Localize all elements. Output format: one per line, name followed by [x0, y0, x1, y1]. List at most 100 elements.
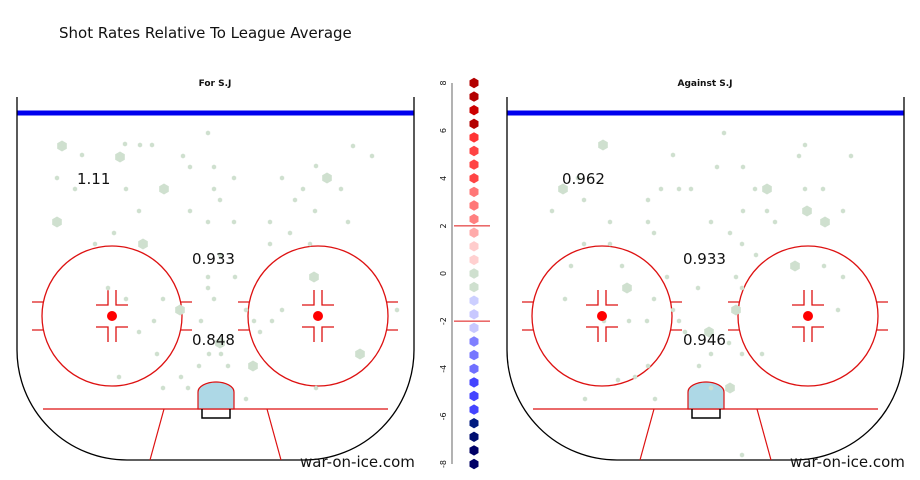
shot-dot [670, 152, 676, 158]
shot-dot [753, 252, 759, 258]
shot-dot [159, 183, 169, 195]
colorbar-tick-label: 0 [439, 271, 448, 276]
colorbar-tick-label: 8 [439, 80, 448, 85]
colorbar-swatch [469, 349, 479, 361]
colorbar-swatch [469, 77, 479, 89]
colorbar-swatch [469, 186, 479, 198]
shot-dot [218, 351, 224, 357]
colorbar-swatch [469, 227, 479, 238]
shot-dot [549, 208, 555, 214]
shot-dot [187, 164, 193, 170]
shot-dot [52, 216, 62, 228]
shot-dot [840, 274, 846, 280]
shot-dot [180, 153, 186, 159]
shot-dot [727, 230, 733, 236]
shot-dot [198, 318, 204, 324]
zone-value-low-slot: 0.946 [683, 331, 726, 349]
shot-dot [369, 153, 375, 159]
shot-dot [205, 285, 211, 291]
shot-dot [568, 263, 574, 269]
colorbar-swatch [469, 241, 479, 252]
shot-dot [821, 263, 827, 269]
shot-dot [215, 337, 225, 349]
chart-title: Shot Rates Relative To League Average [59, 24, 352, 42]
shot-dot [704, 326, 714, 338]
shot-dot [725, 382, 735, 394]
shot-dot [149, 142, 155, 148]
colorbar-swatch [469, 336, 479, 347]
shot-dot [279, 307, 285, 313]
shot-dot [739, 241, 745, 247]
shot-dot [796, 153, 802, 159]
shot-dot [248, 360, 258, 372]
shot-dot [232, 274, 238, 280]
shot-dot [287, 230, 293, 236]
colorbar-swatch [469, 377, 479, 388]
shot-dot [772, 219, 778, 225]
shot-dot [764, 208, 770, 214]
faceoff-dot-left-1 [107, 311, 117, 321]
colorbar-swatch [469, 91, 479, 102]
shot-dot [243, 396, 249, 402]
shot-dot [562, 296, 568, 302]
shot-dot [217, 197, 223, 203]
shot-dot [267, 219, 273, 225]
rink-left [17, 97, 414, 460]
shot-dot [205, 274, 211, 280]
shot-dot [175, 304, 185, 316]
shot-dot [721, 130, 727, 136]
shot-dot [211, 186, 217, 192]
shot-dot [731, 304, 741, 316]
shot-dot [355, 348, 365, 360]
shot-dot [205, 130, 211, 136]
colorbar-swatch [469, 309, 479, 320]
shot-dot [57, 140, 67, 152]
shot-dot [115, 151, 125, 163]
colorbar-swatch [469, 118, 479, 129]
colorbar-swatch [469, 159, 479, 170]
shot-dot [217, 252, 223, 258]
shot-dot [759, 351, 765, 357]
shot-dot [345, 219, 351, 225]
shot-dot [313, 163, 319, 169]
faceoff-dot-right-2 [803, 311, 813, 321]
shot-dot [696, 363, 702, 369]
colorbar-swatch [469, 295, 479, 306]
credit-left: war-on-ice.com [300, 453, 415, 471]
shot-dot [225, 363, 231, 369]
shot-dot [676, 186, 682, 192]
shot-dot [267, 241, 273, 247]
zone-value-low-slot: 0.848 [192, 331, 235, 349]
shot-dot [279, 175, 285, 181]
colorbar-tick-label: 6 [439, 128, 448, 133]
shot-dot [607, 241, 613, 247]
shot-dot [740, 208, 746, 214]
colorbar-swatch [469, 132, 479, 143]
colorbar-legend: 8 6 4 2 0 -2 -4 -6 -8 [439, 77, 490, 470]
shot-dot [338, 186, 344, 192]
shot-dot [211, 296, 217, 302]
shot-dot [708, 351, 714, 357]
shot-dot [658, 186, 664, 192]
shot-dot [206, 351, 212, 357]
shot-dot [123, 296, 129, 302]
colorbar-swatch [469, 213, 479, 225]
shot-dot [582, 396, 588, 402]
shot-dot [739, 351, 745, 357]
panel-title-for: For S.J [199, 79, 232, 89]
shot-dot [79, 152, 85, 158]
zone-value-high-slot: 0.962 [562, 170, 605, 188]
shot-dot [622, 282, 632, 294]
shot-dot [122, 141, 128, 147]
shot-dot [243, 307, 249, 313]
shot-dot [802, 142, 808, 148]
shot-dot [581, 241, 587, 247]
shot-dot [558, 183, 568, 195]
colorbar-swatch [469, 200, 479, 211]
colorbar-swatch [469, 390, 479, 402]
shot-dot [632, 374, 638, 380]
shot-dot [790, 260, 800, 272]
colorbar-swatch [469, 458, 479, 470]
faceoff-dot-left-2 [313, 311, 323, 321]
zone-value-mid-slot: 0.933 [683, 250, 726, 268]
